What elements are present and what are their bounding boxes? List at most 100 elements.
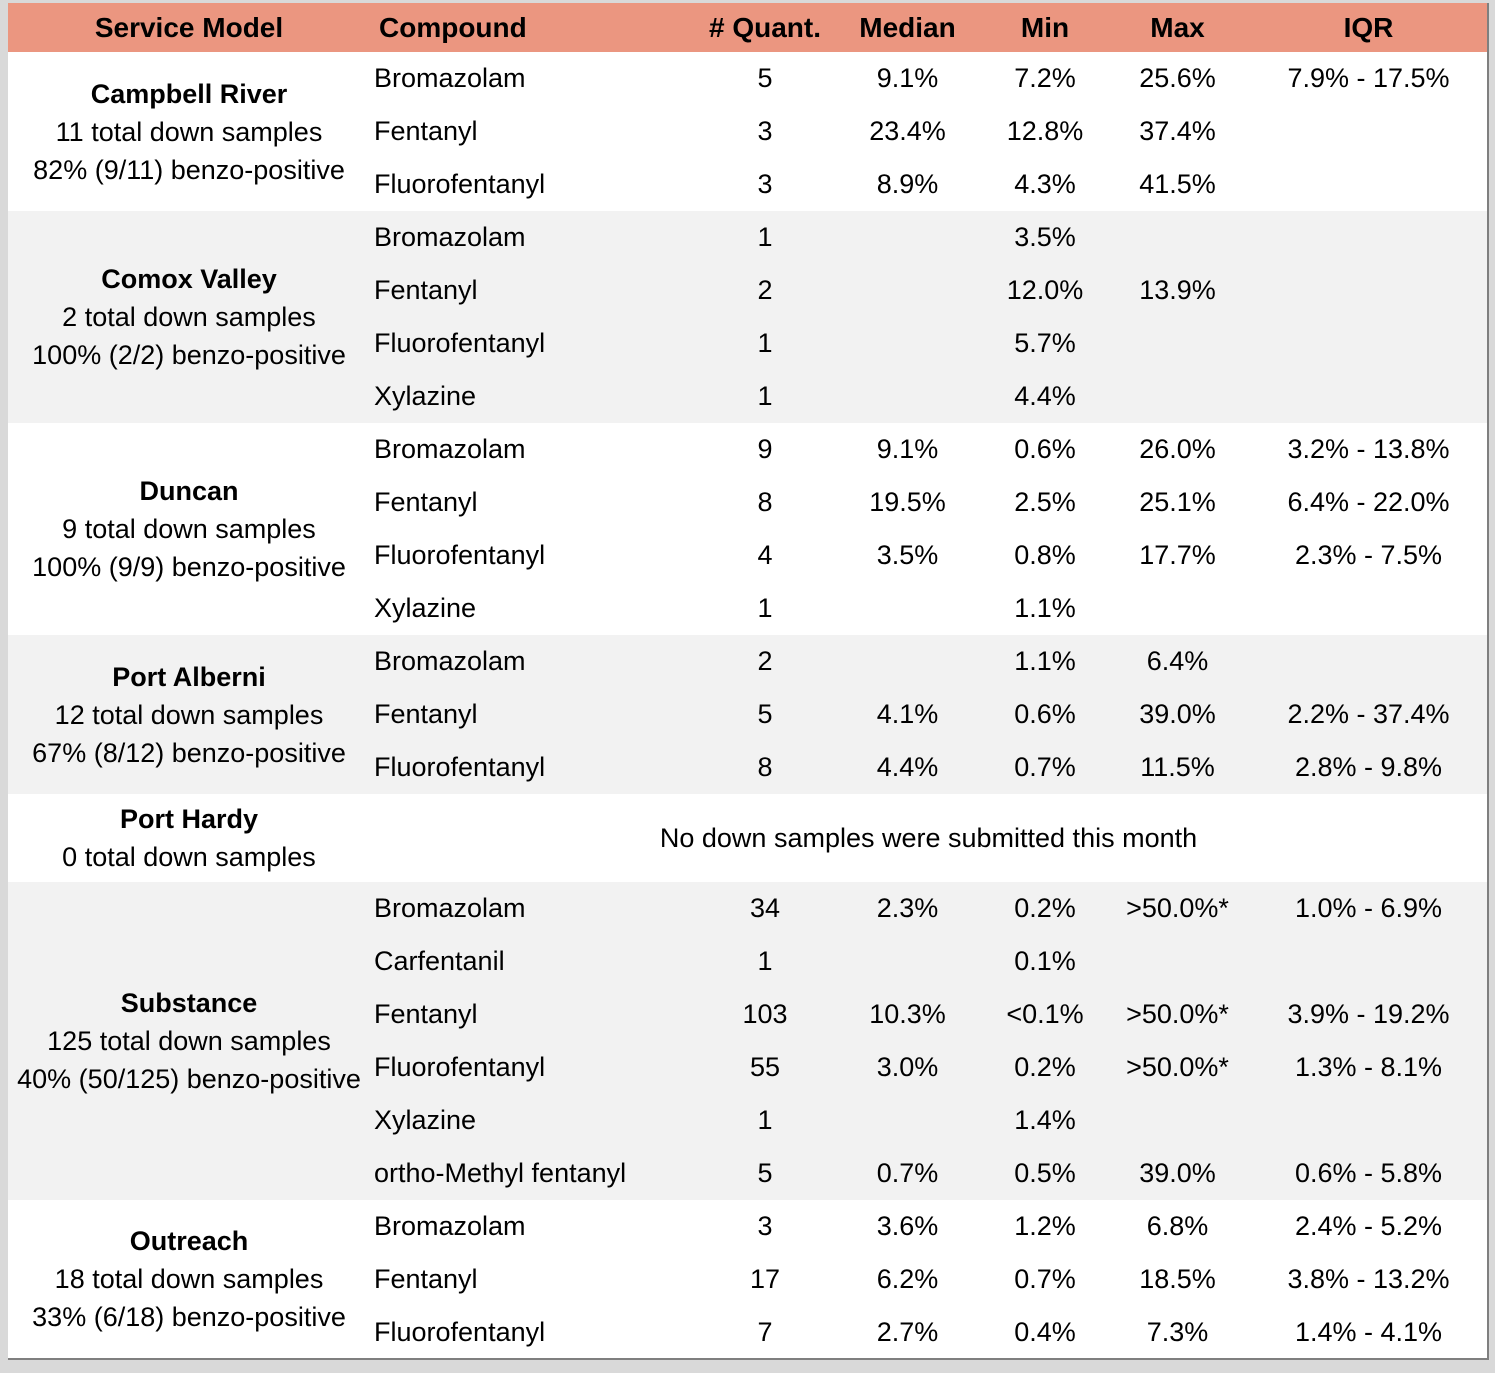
min-cell: 1.4%	[985, 1094, 1105, 1147]
median-cell: 10.3%	[830, 988, 985, 1041]
service-model-subtitle: 18 total down samples	[54, 1264, 324, 1294]
iqr-cell	[1250, 935, 1488, 988]
iqr-cell	[1250, 370, 1488, 423]
max-cell: 26.0%	[1105, 423, 1250, 476]
service-model-subtitle: 67% (8/12) benzo-positive	[32, 737, 346, 768]
min-cell: 2.5%	[985, 476, 1105, 529]
service-model-subtitle: 100% (9/9) benzo-positive	[32, 552, 346, 582]
service-model-subtitle: 0 total down samples	[62, 842, 316, 872]
iqr-cell: 3.2% - 13.8%	[1250, 423, 1488, 476]
table-row: Xylazine 1 1.4%	[8, 1094, 1488, 1147]
table-row: Fluorofentanyl 8 4.4% 0.7% 11.5% 2.8% - 9.8%	[8, 741, 1488, 794]
column-header-min: Min	[985, 3, 1105, 52]
iqr-cell: 2.8% - 9.8%	[1250, 741, 1488, 794]
min-cell: 4.4%	[985, 370, 1105, 423]
iqr-cell: 1.3% - 8.1%	[1250, 1041, 1488, 1094]
compound-cell: Fentanyl	[370, 105, 700, 158]
quant-cell: 103	[700, 988, 830, 1041]
group-campbell-river: Campbell River 11 total down samples 82% (…	[8, 52, 1488, 211]
median-cell	[830, 582, 985, 635]
iqr-cell: 7.9% - 17.5%	[1250, 52, 1488, 105]
quant-cell: 1	[700, 317, 830, 370]
service-model-cell: Duncan 9 total down samples 100% (9/9) ben…	[8, 423, 370, 635]
max-cell: 6.4%	[1105, 635, 1250, 688]
table-row: Fentanyl 5 4.1% 0.6% 39.0% 2.2% - 37.4%	[8, 688, 1488, 741]
service-model-subtitle: 125 total down samples	[47, 1026, 331, 1056]
max-cell: 17.7%	[1105, 529, 1250, 582]
table-row: Fluorofentanyl 4 3.5% 0.8% 17.7% 2.3% - 7.5%	[8, 529, 1488, 582]
median-cell: 3.0%	[830, 1041, 985, 1094]
quant-cell: 1	[700, 935, 830, 988]
min-cell: 12.0%	[985, 264, 1105, 317]
quant-cell: 3	[700, 1200, 830, 1253]
quant-cell: 1	[700, 211, 830, 264]
quant-cell: 5	[700, 688, 830, 741]
compound-cell: Carfentanil	[370, 935, 700, 988]
max-cell: 39.0%	[1105, 688, 1250, 741]
service-model-name: Outreach	[129, 1226, 249, 1256]
quant-cell: 8	[700, 476, 830, 529]
min-cell: 0.7%	[985, 1253, 1105, 1306]
column-header-iqr: IQR	[1250, 3, 1488, 52]
iqr-cell	[1250, 317, 1488, 370]
quant-cell: 4	[700, 529, 830, 582]
table-row: Campbell River 11 total down samples 82% (…	[8, 52, 1488, 211]
drug-checking-table: Service Model Compound # Quant. Median M…	[8, 3, 1489, 1360]
max-cell: 6.8%	[1105, 1200, 1250, 1253]
quant-cell: 9	[700, 423, 830, 476]
quant-cell: 5	[700, 52, 830, 105]
service-model-subtitle: 9 total down samples	[62, 514, 316, 544]
table-row: Xylazine 1 1.1%	[8, 582, 1488, 635]
max-cell: >50.0%*	[1105, 988, 1250, 1041]
compound-cell: Fentanyl	[370, 476, 700, 529]
service-model-subtitle: 100% (2/2) benzo-positive	[32, 340, 346, 370]
no-samples-message: No down samples were submitted this mont…	[370, 794, 1488, 882]
table-row: Outreach 18 total down samples 33% (6/18) …	[8, 1200, 1488, 1359]
quant-cell: 8	[700, 741, 830, 794]
compound-cell: Fentanyl	[370, 1253, 700, 1306]
min-cell: 1.1%	[985, 635, 1105, 688]
median-cell	[830, 935, 985, 988]
quant-cell: 3	[700, 105, 830, 158]
median-cell: 6.2%	[830, 1253, 985, 1306]
compound-cell: Bromazolam	[370, 635, 700, 688]
min-cell: 1.2%	[985, 1200, 1105, 1253]
min-cell: 0.4%	[985, 1306, 1105, 1359]
iqr-cell: 3.9% - 19.2%	[1250, 988, 1488, 1041]
compound-cell: Fentanyl	[370, 988, 700, 1041]
min-cell: 0.7%	[985, 741, 1105, 794]
median-cell: 9.1%	[830, 52, 985, 105]
service-model-name: Port Alberni	[112, 661, 266, 692]
iqr-cell: 1.0% - 6.9%	[1250, 882, 1488, 935]
iqr-cell	[1250, 264, 1488, 317]
service-model-subtitle: 2 total down samples	[62, 302, 316, 332]
min-cell: 4.3%	[985, 158, 1105, 211]
service-model-name: Campbell River	[90, 78, 288, 109]
max-cell: 41.5%	[1105, 158, 1250, 211]
quant-cell: 3	[700, 158, 830, 211]
compound-cell: Bromazolam	[370, 211, 700, 264]
group-comox-valley: Comox Valley 2 total down samples 100% (2/…	[8, 211, 1488, 423]
service-model-subtitle: 82% (9/11) benzo-positive	[33, 154, 345, 185]
column-header-quant: # Quant.	[700, 3, 830, 52]
iqr-cell	[1250, 582, 1488, 635]
service-model-cell: Outreach 18 total down samples 33% (6/18) …	[8, 1200, 370, 1359]
group-substance: Substance 125 total down samples 40% (50/1…	[8, 882, 1488, 1200]
iqr-cell: 0.6% - 5.8%	[1250, 1147, 1488, 1200]
min-cell: 0.1%	[985, 935, 1105, 988]
max-cell: 18.5%	[1105, 1253, 1250, 1306]
min-cell: 0.8%	[985, 529, 1105, 582]
table-row: Duncan 9 total down samples 100% (9/9) ben…	[8, 423, 1488, 635]
quant-cell: 34	[700, 882, 830, 935]
service-model-subtitle: 33% (6/18) benzo-positive	[32, 1302, 346, 1332]
table-row: Carfentanil 1 0.1%	[8, 935, 1488, 988]
table-row: Fentanyl 3 23.4% 12.8% 37.4%	[8, 105, 1488, 158]
service-model-name: Substance	[120, 988, 258, 1018]
table-row: Port Alberni 12 total down samples 67% (8/…	[8, 635, 1488, 794]
median-cell: 2.3%	[830, 882, 985, 935]
min-cell: 0.2%	[985, 882, 1105, 935]
iqr-cell	[1250, 1094, 1488, 1147]
max-cell: 13.9%	[1105, 264, 1250, 317]
service-model-name: Port Hardy	[119, 804, 259, 834]
